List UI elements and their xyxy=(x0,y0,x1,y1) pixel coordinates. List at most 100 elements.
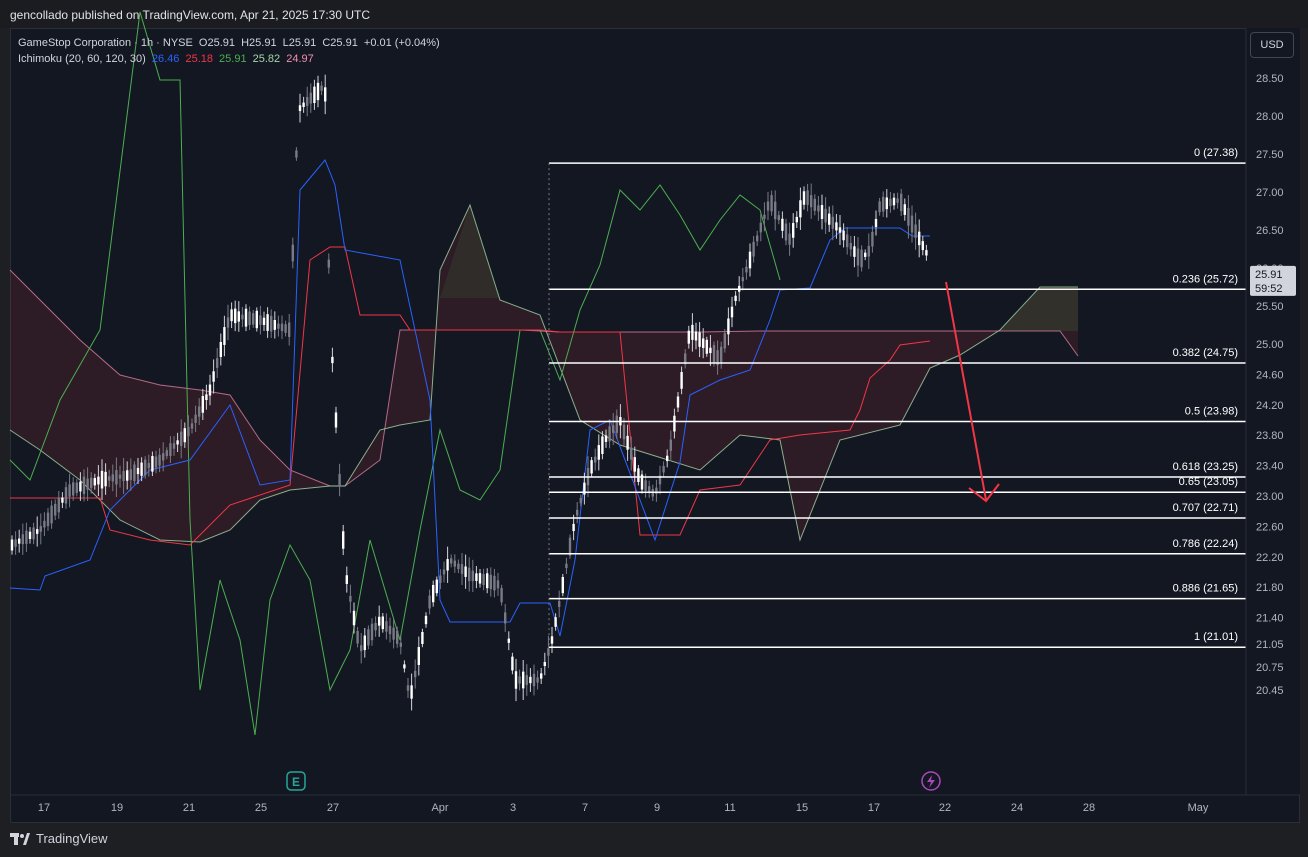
price-tick-label: 21.80 xyxy=(1256,582,1284,594)
time-tick-label: 28 xyxy=(1083,802,1095,814)
candle-body xyxy=(82,476,86,495)
candle-body xyxy=(878,201,881,213)
fib-level-label: 1 (21.01) xyxy=(1194,631,1238,643)
candle-body xyxy=(219,341,222,358)
candle-body xyxy=(446,559,449,571)
fib-level-label: 0 (27.38) xyxy=(1194,147,1238,159)
candle-body xyxy=(151,455,154,472)
symbol-row: GameStop Corporation · 1h · NYSE O25.91 … xyxy=(18,35,443,51)
candle-body xyxy=(244,308,248,327)
candle-body xyxy=(277,323,280,329)
candle-body xyxy=(730,306,734,318)
candle-body xyxy=(734,295,737,302)
candle-body xyxy=(194,414,197,423)
candle-body xyxy=(615,415,618,433)
candle-body xyxy=(270,315,273,332)
candle-body xyxy=(925,250,928,256)
candle-body xyxy=(741,277,744,282)
candle-body xyxy=(687,330,690,344)
candle-body xyxy=(540,673,543,679)
candle-body xyxy=(831,216,834,229)
candle-body xyxy=(284,324,287,333)
candle-body xyxy=(460,564,464,574)
candle-body xyxy=(237,311,240,322)
cloud-fill xyxy=(10,205,1078,542)
candle-body xyxy=(568,537,572,556)
candle-body xyxy=(720,346,723,364)
open-value: 25.91 xyxy=(207,37,236,49)
candle-body xyxy=(684,353,687,365)
earnings-marker xyxy=(286,771,306,791)
candle-body xyxy=(399,642,402,647)
price-tick-label: 21.05 xyxy=(1256,639,1284,651)
candle-body xyxy=(486,573,489,589)
candle-body xyxy=(507,638,510,643)
price-tick-label: 23.40 xyxy=(1256,461,1284,473)
candle-body xyxy=(234,308,237,324)
candle-body xyxy=(144,459,147,476)
currency-button[interactable]: USD xyxy=(1250,32,1294,58)
candle-body xyxy=(280,323,284,332)
candle-body xyxy=(439,575,442,583)
price-tick-label: 20.75 xyxy=(1256,662,1284,674)
close-label: C xyxy=(322,37,331,49)
candle-body xyxy=(770,195,773,212)
high-value: 25.91 xyxy=(249,37,277,49)
candle-body xyxy=(666,455,669,462)
tradingview-brand[interactable]: TradingView xyxy=(10,831,108,846)
candle-body xyxy=(291,244,294,262)
candle-body xyxy=(435,579,438,594)
candle-body xyxy=(356,630,359,644)
candle-body xyxy=(442,569,446,575)
candle-body xyxy=(867,245,870,257)
candle-body xyxy=(25,530,28,544)
candle-body xyxy=(201,396,204,413)
candle-body xyxy=(295,150,298,158)
candle-body xyxy=(68,484,71,497)
candle-body xyxy=(493,575,496,591)
price-tick-label: 24.20 xyxy=(1256,400,1284,412)
fib-level-label: 0.382 (24.75) xyxy=(1173,347,1238,359)
candle-body xyxy=(432,584,435,603)
time-tick-label: Apr xyxy=(431,802,448,814)
candle-body xyxy=(842,230,845,241)
candle-body xyxy=(727,318,730,335)
candle-body xyxy=(273,320,276,330)
candle-body xyxy=(756,235,759,242)
candle-body xyxy=(579,498,582,504)
price-tick-label: 25.50 xyxy=(1256,301,1284,313)
candle-body xyxy=(406,685,410,691)
candle-body xyxy=(115,470,118,485)
candle-body xyxy=(180,431,183,446)
candle-body xyxy=(835,222,838,231)
time-tick-label: 19 xyxy=(111,802,123,814)
time-tick-label: 21 xyxy=(183,802,195,814)
candle-body xyxy=(57,497,60,513)
candle-body xyxy=(79,481,82,492)
candle-body xyxy=(64,487,68,504)
candle-body xyxy=(388,625,392,635)
candle-body xyxy=(874,218,878,228)
chart-frame[interactable] xyxy=(10,28,1300,823)
candle-body xyxy=(75,482,78,493)
candle-body xyxy=(525,675,528,685)
candle-body xyxy=(640,474,644,490)
candle-body xyxy=(54,503,57,516)
top-bar xyxy=(0,0,1308,28)
candle-body xyxy=(673,415,676,432)
price-tick-label: 22.20 xyxy=(1256,552,1284,564)
candle-body xyxy=(190,423,194,429)
candle-body xyxy=(428,595,431,609)
candle-body xyxy=(554,617,557,627)
candle-body xyxy=(316,82,320,101)
time-tick-label: 9 xyxy=(654,802,660,814)
candle-body xyxy=(129,469,132,480)
fib-level-label: 0.786 (22.24) xyxy=(1173,538,1238,550)
candle-body xyxy=(763,214,766,219)
price-tick-label: 27.50 xyxy=(1256,149,1284,161)
candle-body xyxy=(140,462,143,476)
symbol-name: GameStop Corporation · 1h · NYSE xyxy=(18,37,193,49)
candle-body xyxy=(262,317,266,325)
candle-body xyxy=(43,520,46,528)
